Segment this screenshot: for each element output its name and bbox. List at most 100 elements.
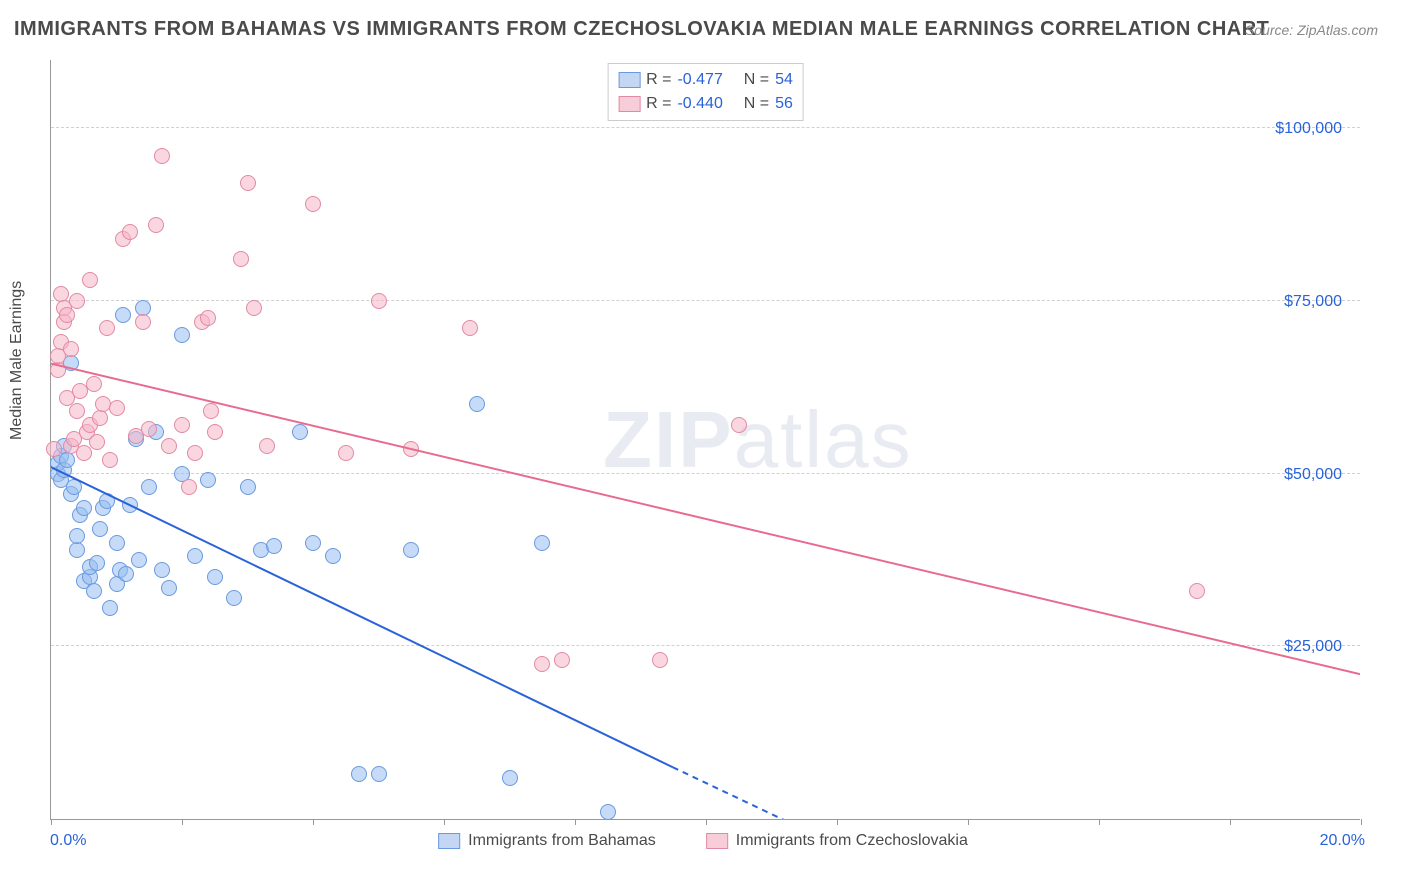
y-tick-label: $75,000 — [1284, 293, 1342, 311]
chart-container: IMMIGRANTS FROM BAHAMAS VS IMMIGRANTS FR… — [0, 0, 1406, 892]
n-value: 56 — [775, 92, 793, 116]
data-point — [305, 535, 321, 551]
data-point — [403, 441, 419, 457]
legend-label: Immigrants from Czechoslovakia — [736, 832, 968, 850]
data-point — [187, 445, 203, 461]
data-point — [338, 445, 354, 461]
data-point — [118, 566, 134, 582]
data-point — [154, 562, 170, 578]
data-point — [66, 479, 82, 495]
data-point — [141, 421, 157, 437]
data-point — [59, 307, 75, 323]
data-point — [174, 417, 190, 433]
chart-title: IMMIGRANTS FROM BAHAMAS VS IMMIGRANTS FR… — [14, 18, 1269, 41]
data-point — [59, 452, 75, 468]
data-point — [502, 770, 518, 786]
swatch-icon — [706, 833, 728, 849]
source-attribution: Source: ZipAtlas.com — [1245, 22, 1378, 38]
x-tick — [968, 819, 969, 825]
y-tick-label: $50,000 — [1284, 466, 1342, 484]
data-point — [69, 403, 85, 419]
data-point — [371, 766, 387, 782]
gridline — [51, 473, 1360, 474]
data-point — [534, 656, 550, 672]
swatch-icon — [618, 96, 640, 112]
data-point — [92, 410, 108, 426]
x-axis-label: 20.0% — [1320, 832, 1365, 850]
data-point — [200, 472, 216, 488]
x-tick — [444, 819, 445, 825]
r-label: R = — [646, 68, 671, 92]
data-point — [233, 251, 249, 267]
data-point — [46, 441, 62, 457]
data-point — [69, 542, 85, 558]
data-point — [102, 452, 118, 468]
legend-label: Immigrants from Bahamas — [468, 832, 656, 850]
x-tick — [51, 819, 52, 825]
data-point — [115, 307, 131, 323]
data-point — [89, 434, 105, 450]
data-point — [92, 521, 108, 537]
data-point — [462, 320, 478, 336]
data-point — [731, 417, 747, 433]
data-point — [534, 535, 550, 551]
gridline — [51, 645, 1360, 646]
legend-item: Immigrants from Czechoslovakia — [706, 832, 968, 850]
swatch-icon — [438, 833, 460, 849]
data-point — [246, 300, 262, 316]
data-point — [1189, 583, 1205, 599]
legend-row: R = -0.440 N = 56 — [618, 92, 793, 116]
swatch-icon — [618, 72, 640, 88]
legend-row: R = -0.477 N = 54 — [618, 68, 793, 92]
data-point — [69, 528, 85, 544]
x-tick — [313, 819, 314, 825]
data-point — [207, 569, 223, 585]
series-legend: Immigrants from Bahamas Immigrants from … — [438, 832, 968, 850]
data-point — [325, 548, 341, 564]
data-point — [187, 548, 203, 564]
data-point — [63, 341, 79, 357]
watermark-atlas: atlas — [734, 395, 913, 484]
n-label: N = — [744, 92, 769, 116]
data-point — [99, 493, 115, 509]
data-point — [203, 403, 219, 419]
data-point — [109, 400, 125, 416]
x-tick — [1230, 819, 1231, 825]
data-point — [181, 479, 197, 495]
data-point — [82, 272, 98, 288]
x-tick — [837, 819, 838, 825]
data-point — [122, 224, 138, 240]
data-point — [89, 555, 105, 571]
data-point — [351, 766, 367, 782]
data-point — [76, 500, 92, 516]
data-point — [99, 320, 115, 336]
data-point — [69, 293, 85, 309]
y-tick-label: $100,000 — [1275, 120, 1342, 138]
data-point — [652, 652, 668, 668]
data-point — [305, 196, 321, 212]
data-point — [131, 552, 147, 568]
data-point — [200, 310, 216, 326]
x-axis-label: 0.0% — [50, 832, 86, 850]
watermark-zip: ZIP — [603, 395, 733, 484]
data-point — [135, 314, 151, 330]
data-point — [154, 148, 170, 164]
data-point — [174, 327, 190, 343]
data-point — [371, 293, 387, 309]
legend-item: Immigrants from Bahamas — [438, 832, 656, 850]
trend-lines — [51, 60, 1360, 819]
r-value: -0.477 — [677, 68, 722, 92]
x-tick — [1361, 819, 1362, 825]
correlation-legend: R = -0.477 N = 54 R = -0.440 N = 56 — [607, 63, 804, 121]
gridline — [51, 300, 1360, 301]
r-label: R = — [646, 92, 671, 116]
data-point — [109, 535, 125, 551]
data-point — [50, 362, 66, 378]
data-point — [600, 804, 616, 820]
data-point — [292, 424, 308, 440]
data-point — [207, 424, 223, 440]
gridline — [51, 127, 1360, 128]
data-point — [86, 583, 102, 599]
data-point — [259, 438, 275, 454]
data-point — [122, 497, 138, 513]
